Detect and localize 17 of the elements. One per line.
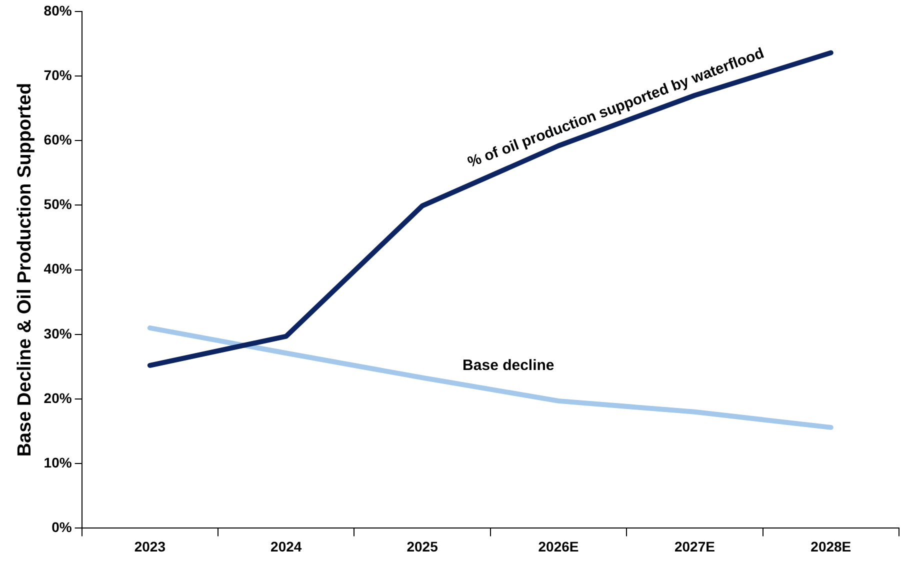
y-tick-label: 60% — [44, 131, 72, 148]
y-axis-title: Base Decline & Oil Production Supported — [14, 82, 36, 457]
y-tick-label: 30% — [44, 325, 72, 342]
y-tick-label: 10% — [44, 454, 72, 470]
series-label: Base decline — [462, 356, 554, 374]
x-tick-label: 2024 — [270, 538, 302, 554]
x-tick-label: 2027E — [674, 538, 715, 554]
x-tick-label: 2026E — [538, 538, 579, 554]
x-tick-label: 2025 — [406, 538, 438, 554]
y-tick-label: 0% — [52, 519, 72, 536]
y-tick-label: 70% — [44, 66, 72, 83]
x-tick-label: 2028E — [810, 538, 852, 554]
y-tick-label: 20% — [44, 390, 72, 406]
y-tick-label: 80% — [44, 2, 72, 18]
x-tick-label: 2023 — [134, 538, 166, 554]
y-tick-label: 40% — [44, 260, 72, 277]
y-tick-label: 50% — [44, 196, 72, 212]
